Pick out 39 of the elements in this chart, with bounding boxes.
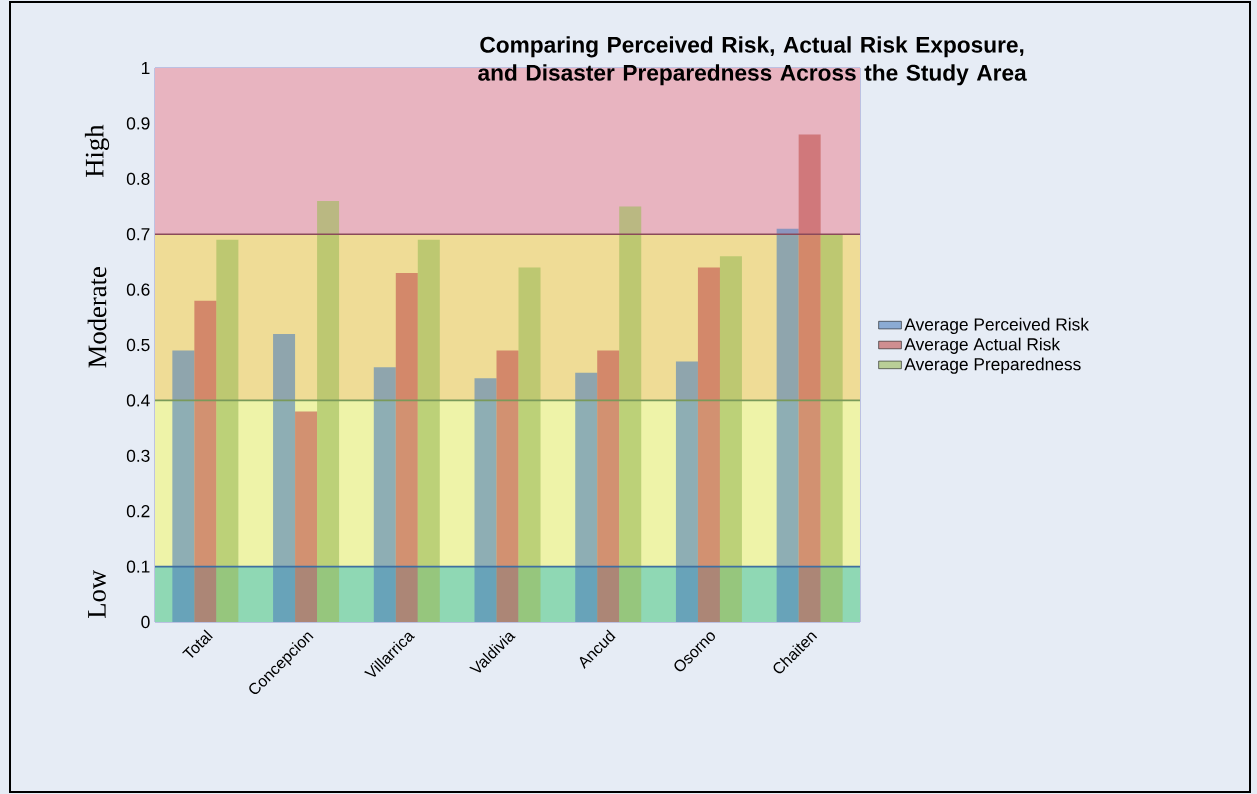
- bar: [719, 256, 742, 622]
- bar: [619, 206, 642, 622]
- chart-title: Comparing Perceived Risk, Actual Risk Exposure, and Disaster Preparedness Across the Study Area: [478, 36, 1027, 86]
- legend-label: Average Perceived Risk: [904, 317, 1089, 334]
- y-tick-label: 0.3: [126, 449, 150, 462]
- bar: [798, 134, 821, 622]
- bar: [317, 200, 340, 622]
- y-tick-label: 0.8: [126, 172, 150, 185]
- bar: [417, 239, 440, 622]
- y-tick-label: 1: [141, 62, 150, 74]
- bar: [575, 372, 598, 622]
- bar: [776, 228, 799, 622]
- y-tick-label: 0.7: [126, 228, 150, 241]
- bar: [518, 267, 541, 622]
- bar: [697, 267, 720, 622]
- bar: [820, 234, 843, 622]
- bar: [194, 300, 217, 622]
- bar: [373, 367, 396, 622]
- legend-label: Average Preparedness: [904, 357, 1081, 374]
- y-tick-label: 0.5: [126, 338, 150, 352]
- y-tick-label: 0.2: [126, 505, 150, 518]
- bar: [395, 272, 418, 622]
- bar: [675, 361, 698, 622]
- bar: [216, 239, 239, 622]
- bar: [295, 411, 318, 622]
- bar: [273, 333, 296, 622]
- band-label: Moderate: [87, 267, 107, 368]
- y-tick-label: 0: [141, 615, 150, 629]
- bar: [474, 378, 497, 622]
- y-tick-label: 0.4: [126, 394, 150, 407]
- bar: [597, 350, 620, 622]
- band-label: High: [84, 124, 110, 177]
- bar: [172, 350, 195, 622]
- y-tick-label: 0.9: [126, 117, 150, 130]
- legend-label: Average Actual Risk: [904, 337, 1061, 354]
- bar: [496, 350, 519, 622]
- y-tick-label: 0.6: [126, 283, 150, 296]
- y-tick-label: 0.1: [126, 560, 150, 573]
- band-label: Low: [88, 569, 106, 618]
